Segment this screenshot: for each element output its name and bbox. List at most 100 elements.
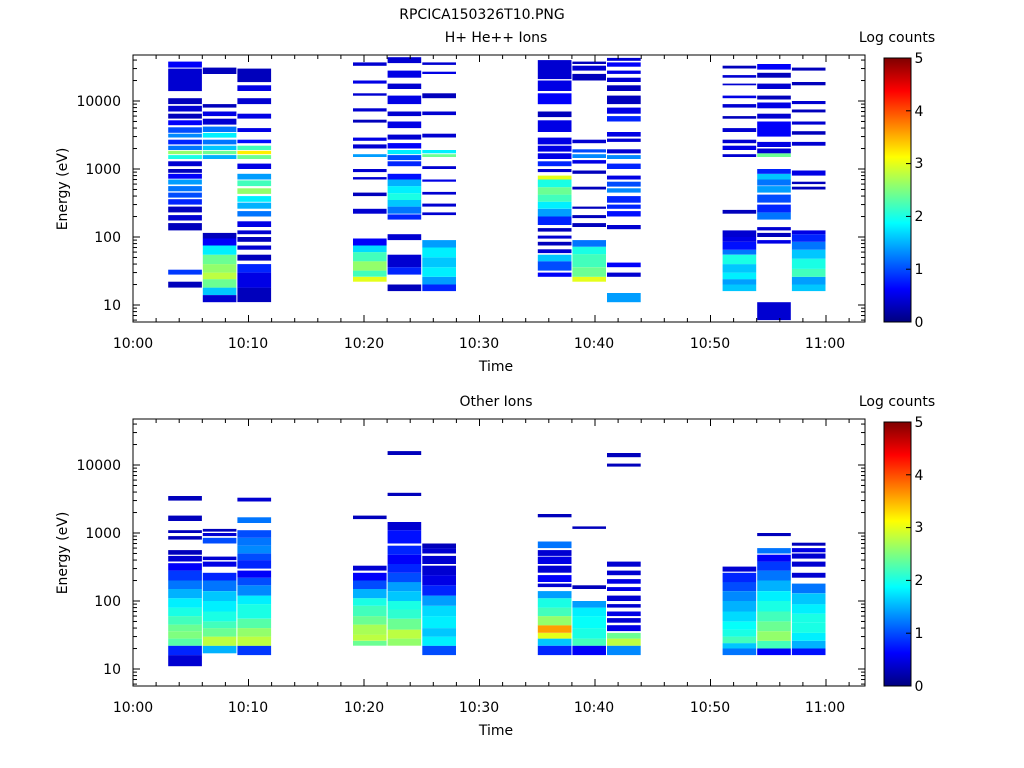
spectrogram-cell [237,264,272,273]
spectrogram-cell [168,127,202,133]
spectrogram-cell [537,161,572,167]
spectrogram-cell [537,575,572,582]
spectrogram-cell [168,638,202,646]
spectrogram-cell [422,62,456,65]
spectrogram-cell [387,572,422,583]
spectrogram-cell [202,279,237,288]
spectrogram-cell [168,607,202,617]
spectrogram-cell [168,496,202,501]
spectrogram-cell [237,245,272,250]
spectrogram-cell [422,150,456,154]
y-tick-label: 100 [94,230,121,246]
spectrogram-cell [757,194,791,203]
spectrogram-cell [757,204,791,213]
spectrogram-cell [757,601,791,612]
spectrogram-cell [791,121,826,125]
spectrogram-cell [422,565,456,576]
spectrogram-cell [791,572,826,578]
spectrogram-cell [237,537,272,546]
spectrogram-cell [387,155,422,161]
spectrogram-cell [757,548,791,554]
spectrogram-cell [387,591,422,601]
spectrogram-cell [537,272,572,277]
colorbar-label: Log counts [859,30,935,46]
spectrogram-cell [237,517,272,523]
spectrogram-cell [757,561,791,571]
panel-title: H+ He++ Ions [445,30,548,46]
spectrogram-cell [791,548,826,553]
x-tick-labels: 10:00 10:10 10:20 10:30 10:40 10:50 11:0… [113,336,845,352]
colorbar-tick-label: 0 [915,315,924,331]
spectrogram-cell [353,580,387,589]
spectrogram-cell [202,254,237,265]
spectrogram-cell [791,276,826,285]
spectrogram-cell [537,93,572,105]
spectrogram-cell [422,276,456,285]
spectrogram-cell [572,223,606,227]
spectrogram-cell [237,139,272,144]
spectrogram-cell [387,134,422,140]
spectrogram-cell [607,638,641,646]
spectrogram-cell [791,632,826,641]
spectrogram-cell [387,150,422,155]
spectrogram-cell [387,214,422,220]
spectrogram-cell [791,268,826,277]
spectrogram-cell [202,232,237,239]
spectrogram-cell [537,632,572,639]
spectrogram-cell [202,272,237,280]
spectrogram-cell [722,104,757,108]
spectrogram-cell [537,169,572,173]
spectrogram-cell [202,139,237,145]
spectrogram-cell [572,267,606,277]
spectrogram-cell [537,583,572,588]
spectrogram-cell [791,141,826,146]
spectrogram-cell [572,628,606,639]
spectrogram-cell [757,631,791,641]
spectrogram-cell [572,526,606,529]
spectrogram-cell [168,113,202,119]
spectrogram-cell [387,629,422,639]
spectrogram-cell [607,70,641,74]
spectrogram-cell [757,533,791,537]
x-tick-label: 10:50 [690,700,730,716]
spectrogram-cell [353,154,387,157]
spectrogram-cell [168,186,202,192]
spectrogram-cell [387,70,422,78]
spectrogram-cell [791,542,826,546]
spectrogram-cell [422,257,456,268]
spectrogram-cell [607,155,641,159]
spectrogram-cell [537,565,572,573]
spectrogram-cell [722,237,757,242]
spectrogram-cell [722,65,757,69]
spectrogram-cell [168,536,202,540]
spectrogram-cell [607,611,641,617]
spectrogram-cell [537,261,572,271]
spectrogram-cell [422,247,456,258]
spectrogram-cell [607,95,641,105]
spectrogram-cell [722,279,757,285]
spectrogram-cell [237,272,272,288]
spectrogram-cell [387,554,422,564]
x-tick-label: 10:20 [344,700,384,716]
spectrogram-cell [422,212,456,216]
spectrogram-cell [722,572,757,583]
spectrogram-cell [202,533,237,537]
spectrogram-cell [237,545,272,554]
spectrogram-cell [757,640,791,649]
spectrogram-cell [537,60,572,80]
spectrogram-cell [387,161,422,167]
spectrogram-cell [237,628,272,637]
spectrogram-cell [537,556,572,564]
spectrogram-cell [168,530,202,533]
spectrogram-cell [168,161,202,167]
y-tick-label: 1000 [85,162,121,178]
spectrogram-cell [353,515,387,520]
spectrogram-cell [607,262,641,268]
spectrogram-cell [237,237,272,242]
x-tick-label: 10:00 [113,700,153,716]
x-tick-label: 10:40 [574,336,614,352]
spectrogram-cell [722,601,757,612]
spectrogram-cell [791,613,826,623]
colorbar-tick-labels: 0 1 2 3 4 5 [915,51,924,331]
y-axis-label: Energy (eV) [55,148,71,231]
